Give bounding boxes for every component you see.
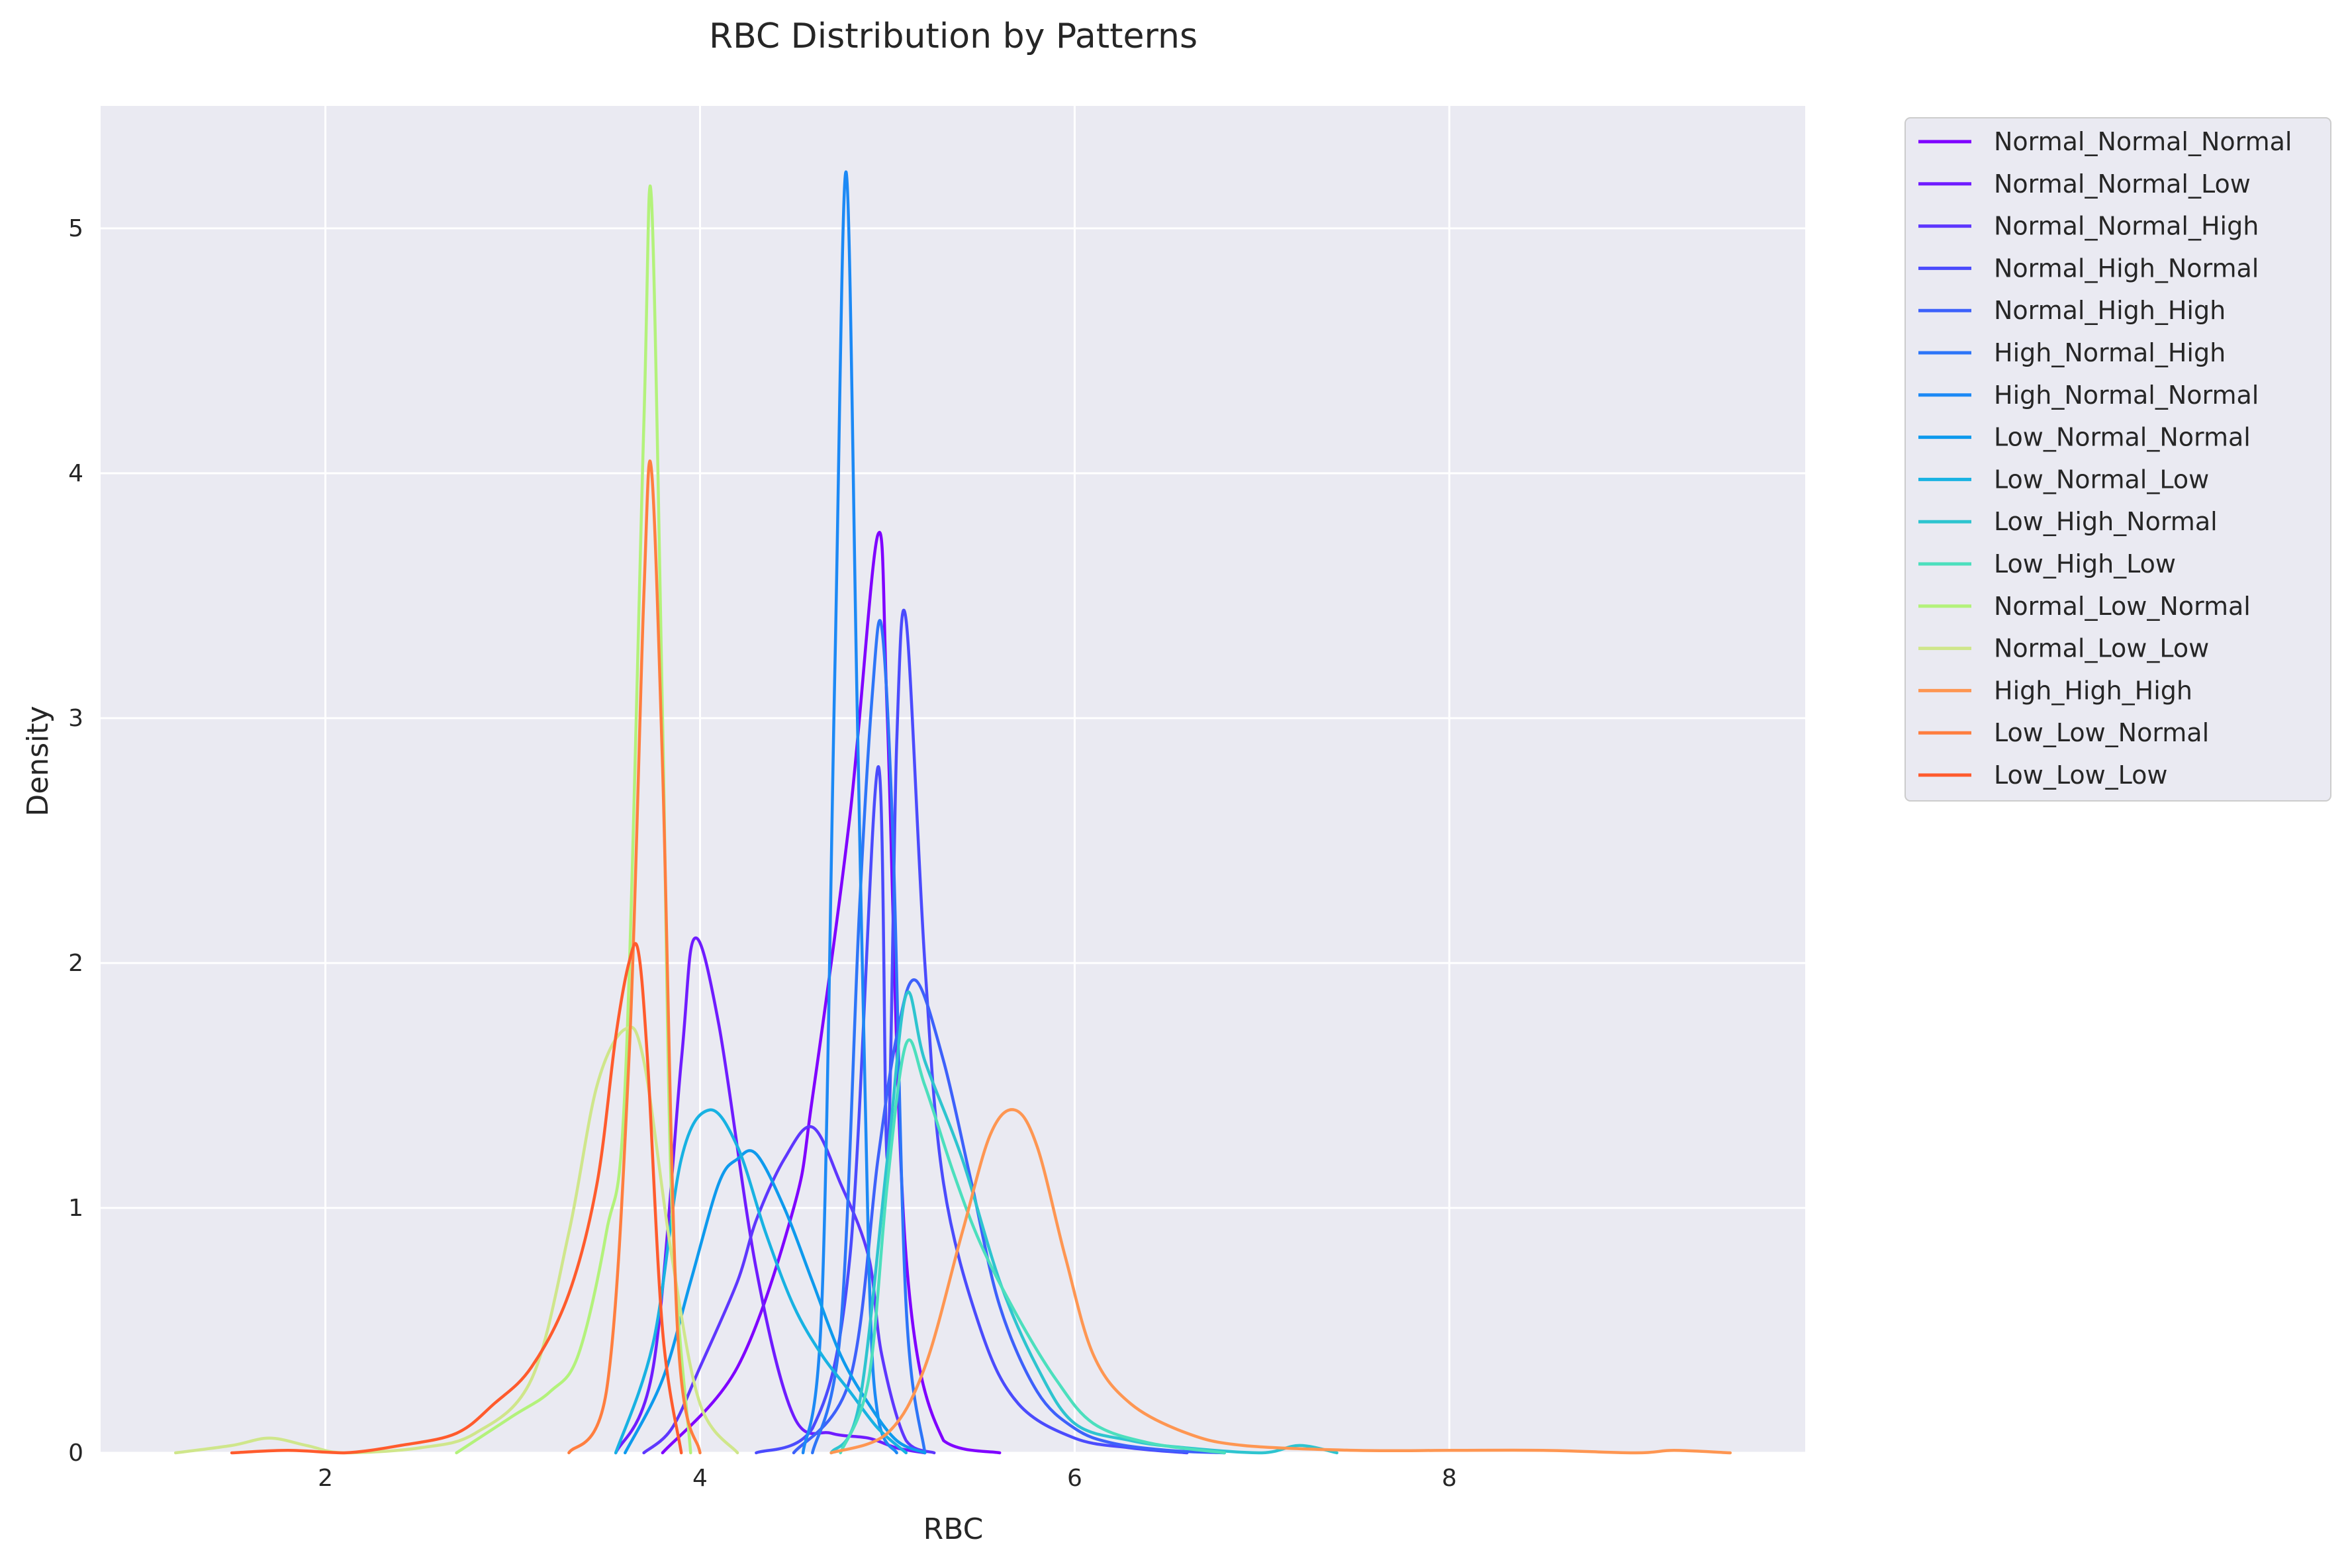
legend-label: Low_Low_Normal [1994,718,2209,747]
legend-label: Normal_Normal_Normal [1994,127,2292,156]
legend-label: Normal_Low_Low [1994,634,2209,663]
series-lines [173,170,1732,1455]
legend-label: Normal_Low_Normal [1994,592,2251,621]
legend-label: High_Normal_Normal [1994,381,2259,410]
y-tick-label: 0 [68,1440,83,1467]
legend-label: Normal_High_High [1994,296,2226,325]
series-line [755,608,1189,1455]
x-axis-label: RBC [923,1512,984,1546]
tick-labels: 2 4 6 8 0 1 2 3 4 5 [68,215,1457,1492]
y-tick-label: 3 [68,705,83,732]
series-line [642,1125,936,1455]
series-line [811,619,927,1455]
legend-items: Normal_Normal_Normal Normal_Normal_Low Nor… [1918,127,2292,790]
series-line [829,1108,1732,1455]
legend: Normal_Normal_Normal Normal_Normal_Low Nor… [1904,117,2331,802]
legend-label: Normal_Normal_High [1994,212,2259,241]
y-tick-label: 1 [68,1195,83,1222]
legend-label: Low_Normal_Low [1994,465,2209,494]
series-line [792,978,1227,1455]
legend-label: Normal_High_Normal [1994,254,2259,283]
legend-label: Low_High_Low [1994,549,2176,578]
series-line [661,531,1002,1455]
legend-label: High_High_High [1994,676,2192,705]
legend-label: Low_Low_Low [1994,761,2168,790]
legend-label: Normal_Normal_Low [1994,169,2251,199]
series-line [567,459,702,1455]
y-tick-label: 5 [68,215,83,242]
x-tick-label: 2 [318,1465,333,1492]
x-tick-label: 4 [692,1465,708,1492]
x-tick-label: 8 [1442,1465,1457,1492]
legend-label: Low_Normal_Normal [1994,423,2251,452]
chart-title: RBC Distribution by Patterns [709,17,1198,56]
y-axis-label: Density [21,706,55,816]
legend-label: High_Normal_High [1994,338,2226,367]
y-tick-label: 4 [68,460,83,487]
series-line [173,1025,739,1455]
series-line [230,942,683,1455]
y-tick-label: 2 [68,950,83,977]
plot-area [101,106,1805,1453]
gridlines [101,106,1805,1454]
series-line [801,170,898,1455]
x-tick-label: 6 [1067,1465,1082,1492]
series-line [839,1038,1227,1455]
legend-box [1904,117,2331,802]
legend-label: Low_High_Normal [1994,507,2218,536]
